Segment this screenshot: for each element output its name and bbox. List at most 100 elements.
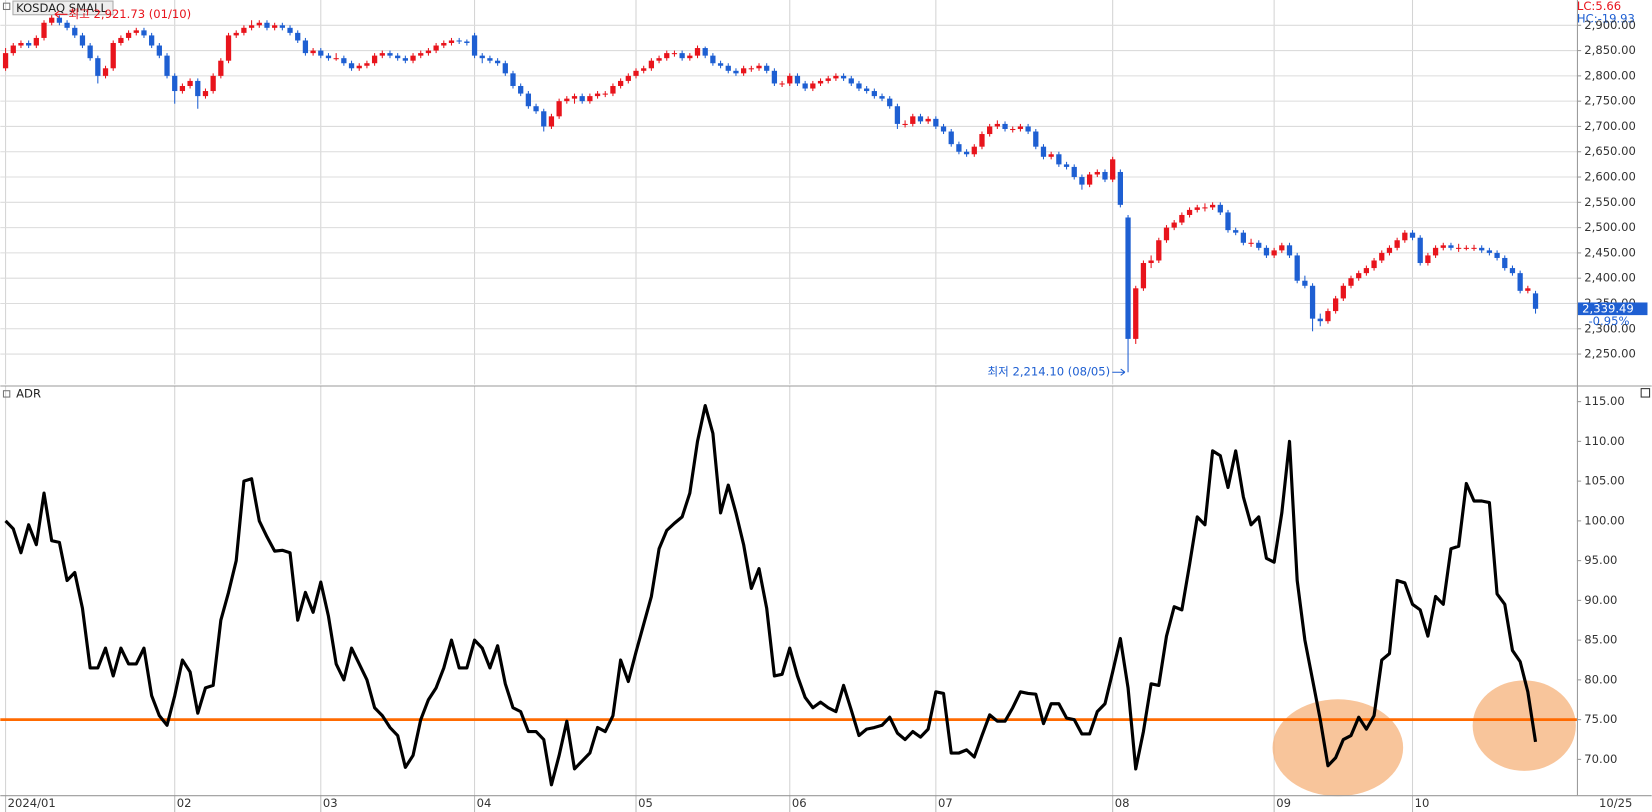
candle-body — [1056, 154, 1062, 165]
y-tick-label: 2,600.00 — [1584, 170, 1636, 184]
candle-body — [694, 48, 701, 56]
candle-body — [1417, 237, 1423, 264]
x-tick-label: 09 — [1276, 796, 1291, 810]
candle-body — [456, 40, 462, 42]
symbol: KOSDAQ SMALL — [16, 1, 107, 15]
y-tick-label: 2,450.00 — [1584, 245, 1636, 259]
candle-body — [564, 98, 570, 102]
candle-body — [464, 41, 470, 43]
candle-body — [364, 63, 370, 66]
panel-button[interactable] — [1640, 388, 1651, 398]
marks-layer — [0, 14, 1577, 787]
candle-body — [817, 80, 824, 84]
candle-body — [802, 83, 808, 89]
adr-line — [4, 403, 1538, 787]
candle-body — [494, 60, 501, 64]
x-tick-label: 04 — [477, 796, 492, 810]
candle-body — [625, 75, 631, 81]
panel-icon[interactable] — [2, 2, 11, 11]
candle-body — [1517, 273, 1523, 291]
candle-body — [1394, 240, 1400, 248]
candle-body — [2, 53, 9, 69]
x-tick-label: 2024/01 — [8, 796, 56, 810]
y-tick-label: 2,400.00 — [1584, 271, 1636, 285]
candle-body — [1040, 146, 1047, 157]
grid-layer — [0, 0, 1582, 812]
candle-body — [118, 37, 124, 43]
candle-body — [1225, 212, 1231, 231]
candle-body — [933, 118, 939, 127]
candle-body — [641, 68, 647, 71]
panel-icon[interactable] — [2, 390, 11, 398]
candle-body — [525, 93, 532, 107]
y-tick-label: 2,700.00 — [1584, 119, 1636, 133]
candle-body — [218, 60, 224, 76]
last-change: -0.95% — [1589, 314, 1630, 328]
candle-body — [33, 37, 39, 46]
candle-body — [1086, 174, 1093, 185]
y-tick-label: 115.00 — [1584, 394, 1625, 408]
candle-body — [725, 65, 731, 71]
candle-body — [133, 30, 139, 33]
candle-body — [541, 111, 547, 127]
candle-body — [1432, 247, 1439, 256]
candle-body — [1294, 255, 1300, 281]
candle-body — [1348, 278, 1354, 286]
y-tick-label: 90.00 — [1584, 593, 1617, 607]
candle-body — [1271, 250, 1277, 256]
high-label: 최고 2,921.73 (01/10) — [69, 7, 192, 21]
y-tick-label: 2,750.00 — [1584, 94, 1636, 108]
candle-body — [656, 58, 662, 61]
candle-body — [448, 40, 455, 43]
candle-body — [1486, 250, 1493, 253]
candle-body — [1133, 288, 1139, 339]
candle-body — [125, 32, 132, 38]
candle-body — [702, 48, 708, 56]
candle-body — [548, 116, 555, 127]
candle-body — [87, 45, 93, 59]
candle-body — [887, 98, 893, 107]
candle-body — [687, 55, 693, 59]
candle-body — [1033, 131, 1039, 147]
high-arrow — [54, 10, 68, 18]
low-label: 최저 2,214.10 (08/05) — [988, 365, 1111, 379]
candle-body — [1509, 268, 1516, 274]
candle-body — [1340, 285, 1346, 299]
candle-body — [433, 45, 439, 51]
candle-body — [241, 27, 247, 33]
x-tick-label: 07 — [938, 796, 953, 810]
candle-body — [810, 83, 816, 89]
candle-body — [902, 123, 908, 125]
candle-body — [1502, 257, 1508, 269]
candle-body — [664, 53, 670, 59]
candle-body — [49, 17, 55, 23]
candle-body — [1440, 245, 1446, 248]
candle-body — [510, 73, 516, 86]
lc: LC:5.66 — [1577, 0, 1621, 13]
candle-body — [979, 134, 985, 147]
candle-body — [594, 93, 601, 97]
y-tick-label: 100.00 — [1584, 513, 1625, 527]
y-tick-label: 2,650.00 — [1584, 144, 1636, 158]
candle-body — [102, 68, 109, 76]
candle-body — [441, 42, 447, 46]
candle-body — [164, 55, 170, 76]
candle-body — [1117, 171, 1123, 205]
candle-body — [187, 80, 193, 86]
last-price: 2,339.49 — [1582, 301, 1634, 315]
candle-body — [264, 22, 270, 28]
candle-body — [479, 55, 485, 59]
candle-body — [1002, 123, 1008, 129]
candle-body — [602, 93, 608, 95]
candle-body — [356, 65, 362, 69]
candle-body — [910, 116, 916, 124]
candle-body — [587, 96, 593, 102]
candle-body — [1256, 242, 1262, 248]
candle-body — [310, 50, 316, 54]
x-tick-label: 08 — [1115, 796, 1130, 810]
candle-body — [794, 75, 801, 84]
y-tick-label: 110.00 — [1584, 434, 1625, 448]
candle-body — [1079, 177, 1085, 185]
candle-body — [956, 144, 962, 152]
